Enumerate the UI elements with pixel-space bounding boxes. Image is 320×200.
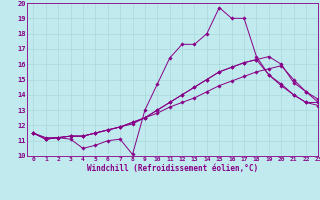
X-axis label: Windchill (Refroidissement éolien,°C): Windchill (Refroidissement éolien,°C)	[87, 164, 258, 173]
